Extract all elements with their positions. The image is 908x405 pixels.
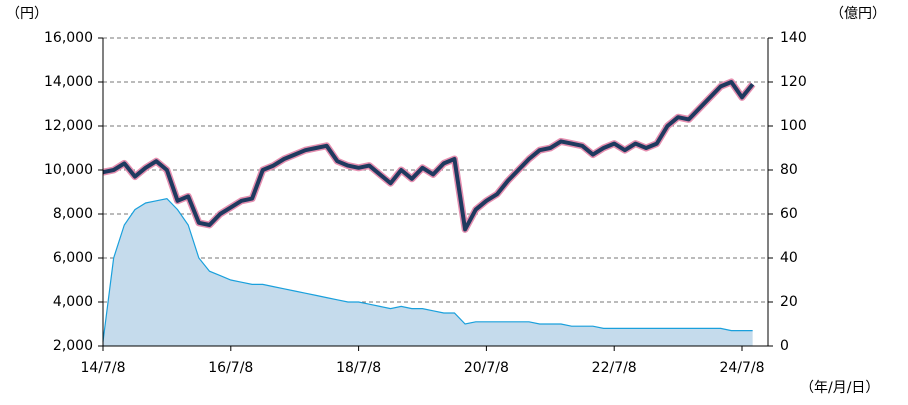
y-axis-label: （円） <box>6 6 48 22</box>
area <box>103 198 753 346</box>
line <box>102 80 755 232</box>
x-tick-label: 16/7/8 <box>208 360 253 376</box>
x-tick-label: 22/7/8 <box>592 360 637 376</box>
line-outline <box>102 78 756 233</box>
y2-tick-label: 0 <box>780 338 789 354</box>
x-tick-label: 18/7/8 <box>336 360 381 376</box>
area-edge <box>102 197 753 342</box>
y-tick-label: 4,000 <box>53 294 93 310</box>
y-tick-label: 2,000 <box>53 338 93 354</box>
x-axis-label: （年/月/日） <box>800 380 879 396</box>
y-tick-label: 14,000 <box>44 74 93 90</box>
y2-tick-label: 60 <box>780 206 798 222</box>
x-tick-label: 20/7/8 <box>464 360 509 376</box>
y-tick-label: 12,000 <box>44 118 93 134</box>
y2-tick-label: 80 <box>780 162 798 178</box>
y2-axis-label: （億円） <box>830 6 886 22</box>
y2-tick-label: 40 <box>780 250 798 266</box>
y-tick-label: 8,000 <box>53 206 93 222</box>
y2-tick-label: 140 <box>780 30 807 46</box>
y-tick-label: 6,000 <box>53 250 93 266</box>
x-tick-label: 24/7/8 <box>719 360 764 376</box>
y-tick-label: 10,000 <box>44 162 93 178</box>
x-tick-label: 14/7/8 <box>80 360 125 376</box>
y2-tick-label: 20 <box>780 294 798 310</box>
y2-tick-label: 120 <box>780 74 807 90</box>
y2-tick-label: 100 <box>780 118 807 134</box>
y-tick-label: 16,000 <box>44 30 93 46</box>
